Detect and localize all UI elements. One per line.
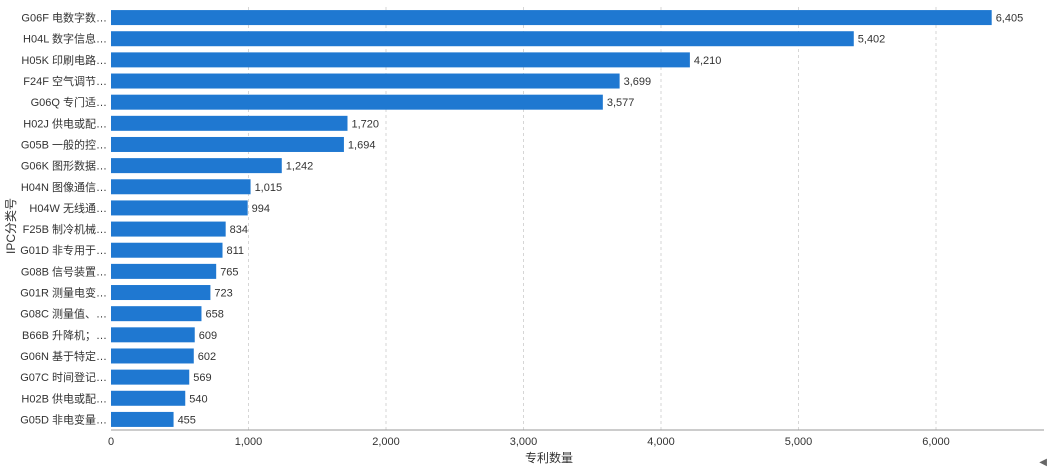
category-label: G08C 测量值、…: [20, 308, 107, 321]
bar[interactable]: [111, 348, 194, 364]
category-label: B66B 升降机；…: [22, 328, 107, 342]
bar[interactable]: [111, 327, 195, 343]
bar[interactable]: [111, 94, 603, 110]
bars-layer: [111, 10, 992, 427]
value-label: 1,720: [352, 118, 380, 130]
value-label: 455: [178, 414, 196, 426]
value-label: 3,699: [624, 76, 652, 88]
x-tick-label: 3,000: [510, 436, 538, 448]
axis-layer: 0 1,000 2,000 3,000 4,000 5,000 6,000: [108, 429, 1044, 448]
category-label: H02J 供电或配…: [23, 116, 107, 130]
category-label: F25B 制冷机械…: [23, 222, 107, 236]
value-label: 811: [227, 245, 245, 257]
bar[interactable]: [111, 179, 251, 195]
category-label: G01D 非专用于…: [20, 243, 107, 257]
category-label: H04W 无线通…: [29, 201, 107, 215]
bar[interactable]: [111, 158, 282, 174]
bar[interactable]: [111, 221, 226, 237]
grid-layer: [248, 7, 937, 430]
category-label: G08B 信号装置…: [21, 265, 107, 278]
value-label: 6,405: [996, 13, 1024, 25]
value-label: 1,015: [255, 182, 283, 194]
value-label: 5,402: [858, 34, 886, 46]
category-label: G06F 电数字数…: [21, 11, 107, 25]
value-label: 1,242: [286, 161, 314, 173]
category-label: G05D 非电变量…: [20, 412, 107, 426]
bar[interactable]: [111, 242, 223, 258]
x-tick-label: 6,000: [922, 436, 950, 448]
bar[interactable]: [111, 390, 186, 406]
value-label: 658: [205, 309, 223, 321]
value-label: 569: [193, 372, 211, 384]
bar[interactable]: [111, 73, 620, 89]
bar[interactable]: [111, 52, 690, 68]
value-label: 602: [198, 351, 216, 363]
value-label: 994: [252, 203, 270, 215]
category-label: H04N 图像通信…: [21, 181, 107, 194]
x-tick-label: 1,000: [235, 436, 263, 448]
x-tick-label: 5,000: [785, 436, 813, 448]
bar[interactable]: [111, 115, 348, 131]
value-label: 4,210: [694, 55, 722, 67]
bar[interactable]: [111, 263, 217, 279]
bar[interactable]: [111, 136, 344, 152]
value-label: 1,694: [348, 139, 376, 151]
x-axis-title: 专利数量: [525, 450, 573, 465]
bar[interactable]: [111, 31, 854, 47]
category-label: G01R 测量电变…: [20, 286, 107, 300]
bar[interactable]: [111, 10, 992, 26]
bar[interactable]: [111, 411, 174, 427]
x-tick-label: 2,000: [372, 436, 400, 448]
category-label: G06K 图形数据…: [21, 159, 107, 173]
category-label: G05B 一般的控…: [21, 137, 107, 151]
scroll-left-icon[interactable]: ◀: [1039, 457, 1047, 468]
category-label: F24F 空气调节…: [23, 74, 107, 88]
value-label: 3,577: [607, 97, 635, 109]
category-label: G06N 基于特定…: [20, 349, 107, 363]
category-label: H04L 数字信息…: [23, 32, 107, 46]
value-label: 540: [189, 393, 207, 405]
category-label: H02B 供电或配…: [21, 391, 107, 405]
category-label: G06Q 专门适…: [31, 95, 107, 109]
value-label: 723: [214, 288, 232, 300]
labels-layer: G06F 电数字数… 6,405 H04L 数字信息… 5,402 H05K 印刷电路……: [20, 11, 1023, 427]
category-label: H05K 印刷电路…: [21, 54, 107, 67]
bar[interactable]: [111, 285, 211, 301]
x-tick-label: 4,000: [647, 436, 675, 448]
x-tick-label: 0: [108, 436, 114, 448]
value-label: 765: [220, 266, 238, 278]
bar[interactable]: [111, 369, 190, 385]
bar[interactable]: [111, 306, 202, 322]
value-label: 609: [199, 330, 217, 342]
y-axis-title: IPC分类号: [4, 198, 18, 254]
value-label: 834: [230, 224, 248, 236]
category-label: G07C 时间登记…: [20, 370, 107, 384]
bar[interactable]: [111, 200, 248, 216]
